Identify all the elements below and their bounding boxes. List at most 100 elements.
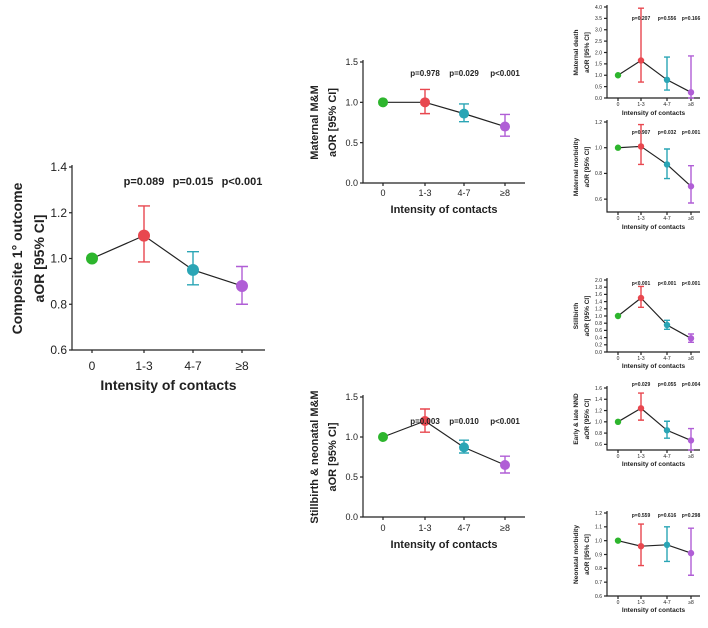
y-tick-label: 1.4	[595, 299, 602, 305]
data-point	[687, 335, 695, 342]
p-value-label: p=0.032	[658, 130, 677, 136]
y-axis-label: Maternal death	[573, 30, 580, 76]
x-tick-label: ≥8	[688, 216, 694, 222]
x-tick-label: 1-3	[637, 356, 644, 362]
axes	[606, 386, 700, 451]
y-tick-label: 2.0	[595, 50, 602, 56]
y-tick-label: 1.0	[50, 252, 67, 266]
data-point	[637, 543, 645, 550]
y-tick-label: 0.5	[345, 138, 358, 148]
x-tick-label: 0	[617, 454, 620, 460]
x-tick-label: 4-7	[663, 600, 670, 606]
y-axis-label: Stillbirth & neonatal M&M	[309, 390, 321, 523]
series-line	[617, 297, 692, 339]
y-tick-label: 1.6	[595, 292, 602, 298]
x-tick-label: 0	[617, 600, 620, 606]
y-axis-label: Early & late NND	[573, 393, 580, 445]
data-point	[378, 97, 388, 108]
x-tick-label: 0	[380, 188, 385, 198]
y-tick-label: 0.0	[345, 512, 358, 522]
data-point	[420, 416, 430, 426]
x-tick-label: 1-3	[418, 188, 431, 198]
x-axis-label: Intensity of contacts	[622, 224, 686, 231]
x-tick-label: 0	[617, 356, 620, 362]
p-value-label: p=0.978	[410, 69, 440, 78]
y-tick-label: 1.1	[595, 525, 602, 531]
x-tick-label: 1-3	[637, 102, 644, 108]
p-value-label: p=0.004	[682, 382, 701, 388]
y-tick-label: 1.6	[595, 386, 602, 392]
x-tick-label: 0	[617, 102, 620, 108]
y-tick-label: 1.2	[595, 408, 602, 414]
p-value-label: p=0.556	[658, 16, 677, 22]
y-tick-label: 1.0	[595, 420, 602, 426]
p-value-label: p=0.207	[632, 16, 651, 22]
x-tick-label: 4-7	[184, 359, 202, 373]
y-tick-label: 1.2	[50, 206, 67, 220]
y-tick-label: 0.6	[595, 594, 602, 600]
y-axis-label: aOR [95% CI]	[31, 215, 47, 303]
y-tick-label: 1.0	[595, 538, 602, 544]
p-value-label: p=0.029	[632, 382, 651, 388]
x-axis-label: Intensity of contacts	[622, 461, 686, 468]
p-value-label: p<0.001	[632, 281, 651, 287]
data-point	[687, 549, 695, 557]
axes	[606, 511, 700, 597]
y-axis-label: aOR [95% CI]	[584, 296, 591, 337]
y-tick-label: 0.6	[595, 328, 602, 334]
data-point	[663, 321, 671, 329]
x-tick-label: ≥8	[500, 523, 510, 533]
y-axis-label: Composite 1° outcome	[9, 182, 25, 334]
error-bar	[638, 7, 644, 83]
p-value-label: p=0.003	[410, 417, 440, 426]
y-axis-label: aOR [95% CI]	[584, 147, 591, 188]
p-value-label: p=0.616	[658, 513, 677, 519]
data-point	[236, 279, 248, 292]
x-tick-label: 4-7	[457, 523, 470, 533]
y-tick-label: 1.0	[345, 432, 358, 442]
y-tick-label: 0.9	[595, 552, 602, 558]
y-tick-label: 0.0	[345, 178, 358, 188]
axes	[71, 165, 265, 351]
y-axis-label: Maternal morbidity	[573, 138, 580, 197]
y-tick-label: 1.8	[595, 285, 602, 291]
p-value-label: p=0.001	[682, 130, 701, 136]
data-point	[86, 252, 98, 265]
y-tick-label: 1.0	[345, 97, 358, 107]
p-value-label: p=0.089	[124, 176, 165, 188]
data-point	[138, 229, 150, 242]
x-tick-label: ≥8	[235, 359, 249, 373]
y-tick-label: 0.8	[595, 171, 602, 177]
y-axis-label: aOR [95% CI]	[584, 534, 591, 575]
error-bar	[664, 56, 670, 91]
series-line	[617, 145, 692, 187]
x-tick-label: ≥8	[688, 356, 694, 362]
y-tick-label: 1.4	[50, 160, 67, 174]
y-tick-label: 3.5	[595, 16, 602, 22]
p-value-label: p<0.001	[490, 417, 520, 426]
p-value-label: p<0.001	[658, 281, 677, 287]
x-tick-label: 4-7	[663, 356, 670, 362]
y-tick-label: 1.2	[595, 511, 602, 517]
series-line	[91, 234, 243, 287]
chart-panel: 0.6 0.7 0.8 0.9 1.0 1.1 1.2 0 1-3 4-7 ≥8Intensity …	[573, 511, 700, 614]
x-tick-label: 0	[380, 523, 385, 533]
x-axis-label: Intensity of contacts	[391, 539, 498, 551]
x-tick-label: ≥8	[688, 600, 694, 606]
y-axis-label: Stillbirth	[573, 303, 580, 329]
x-tick-label: 1-3	[637, 454, 644, 460]
data-point	[637, 405, 645, 412]
x-tick-label: ≥8	[688, 102, 694, 108]
y-tick-label: 0.6	[50, 343, 67, 357]
y-tick-label: 4.0	[595, 5, 602, 11]
y-tick-label: 0.8	[595, 566, 602, 572]
y-tick-label: 0.0	[595, 96, 602, 102]
data-point	[637, 294, 645, 302]
y-tick-label: 0.2	[595, 343, 602, 349]
p-value-label: p=0.015	[173, 176, 214, 188]
data-point	[614, 537, 622, 544]
y-axis-label: aOR [95% CI]	[584, 32, 591, 73]
y-tick-label: 1.2	[595, 120, 602, 126]
